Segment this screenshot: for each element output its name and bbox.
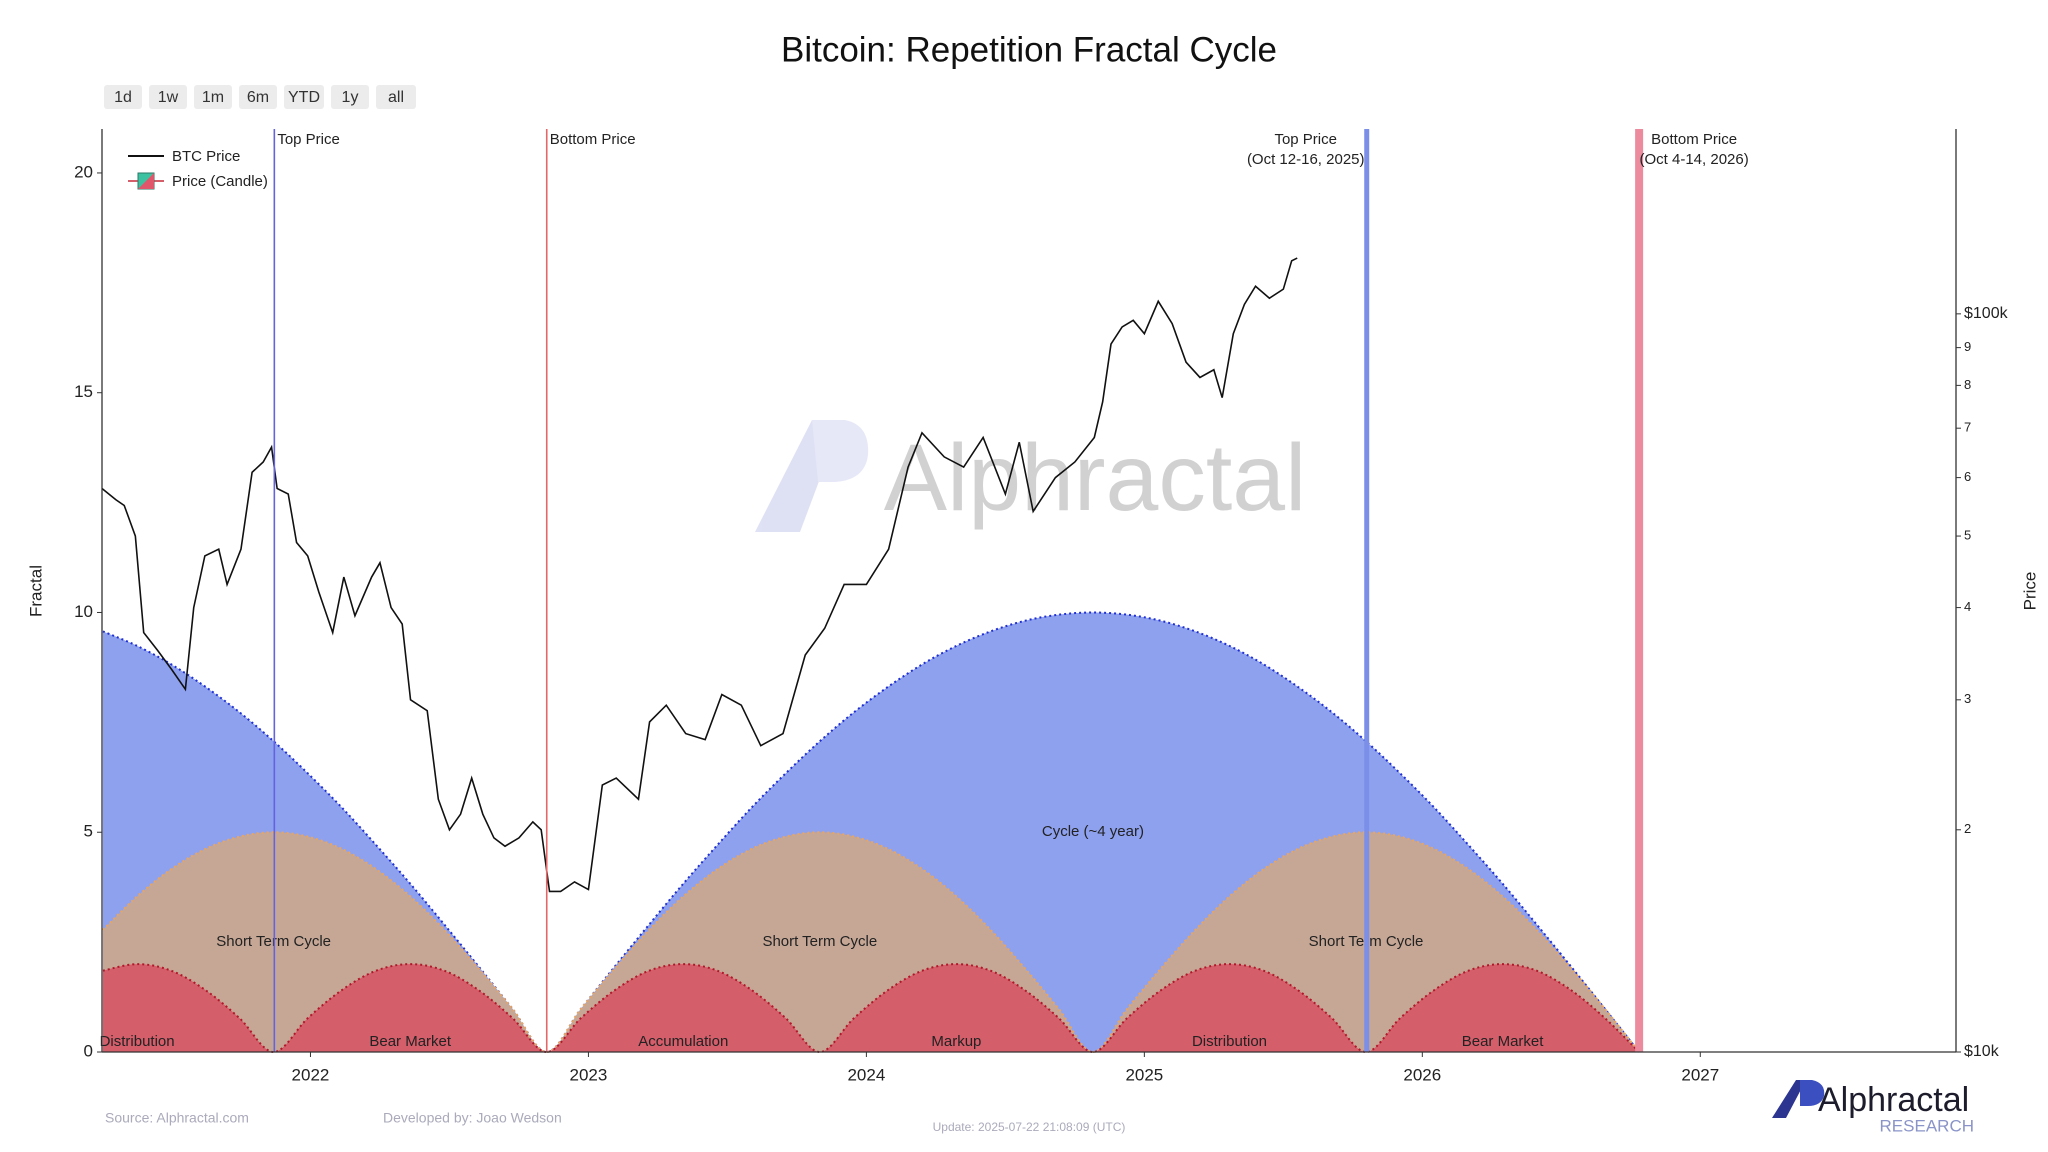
- y-axis-label: Fractal: [26, 565, 45, 617]
- x-tick-label: 2027: [1681, 1065, 1719, 1084]
- watermark-logo: [812, 420, 869, 482]
- marker-label: Top Price: [277, 131, 340, 148]
- legend-label: BTC Price: [172, 148, 240, 165]
- range-button[interactable]: 1y: [331, 85, 369, 109]
- button-label[interactable]: YTD: [288, 89, 320, 106]
- y-tick-label: 20: [74, 162, 93, 181]
- x-tick-label: 2022: [292, 1065, 330, 1084]
- phase-label: Markup: [931, 1033, 981, 1050]
- button-label[interactable]: 1d: [114, 89, 132, 106]
- phase-label: Bear Market: [369, 1033, 452, 1050]
- button-label[interactable]: 1m: [202, 89, 224, 106]
- y2-tick-label: 5: [1964, 527, 1971, 542]
- brand-mark: [1772, 1080, 1806, 1118]
- button-bg[interactable]: [331, 85, 369, 109]
- chart-title: Bitcoin: Repetition Fractal Cycle: [781, 30, 1277, 69]
- cycle-area: [102, 964, 1640, 1052]
- marker-label: Bottom Price: [550, 131, 636, 148]
- watermark-text: Alphractal: [884, 425, 1306, 531]
- y-tick-label: 0: [84, 1041, 93, 1060]
- y2-tick-label: 3: [1964, 691, 1971, 706]
- phase-label: Distribution: [1192, 1033, 1267, 1050]
- footer-source: Source: Alphractal.com: [105, 1110, 249, 1126]
- x-tick-label: 2026: [1403, 1065, 1441, 1084]
- range-button[interactable]: 1m: [194, 85, 232, 109]
- cycle-line: [102, 611, 1640, 1054]
- legend-candle: [138, 173, 154, 189]
- watermark: Alphractal: [755, 420, 1306, 532]
- y2-tick-label: 2: [1964, 821, 1971, 836]
- button-label[interactable]: 1w: [158, 89, 179, 106]
- button-bg[interactable]: [149, 85, 187, 109]
- brand-mark: [1800, 1080, 1825, 1106]
- y2-tick-label: 6: [1964, 469, 1971, 484]
- phase-label: Accumulation: [638, 1033, 728, 1050]
- range-buttons: 1d 1w 1m 6m YTD 1y all: [104, 85, 416, 109]
- marker-sublabel: (Oct 12-16, 2025): [1247, 151, 1365, 168]
- cycle-label: Short Term Cycle: [762, 933, 877, 950]
- button-label[interactable]: all: [388, 89, 404, 106]
- range-button[interactable]: all: [376, 85, 416, 109]
- footer-update: Update: 2025-07-22 21:08:09 (UTC): [933, 1120, 1126, 1134]
- legend-label: Price (Candle): [172, 173, 268, 190]
- phase-label: Bear Market: [1462, 1033, 1545, 1050]
- price-line: [101, 257, 1298, 893]
- y-tick-label: 10: [74, 602, 93, 621]
- y2-axis-label: Price: [2020, 572, 2039, 611]
- range-button[interactable]: 1w: [149, 85, 187, 109]
- footer-developer: Developed by: Joao Wedson: [383, 1110, 562, 1126]
- brand-logo: Alphractal RESEARCH: [1772, 1080, 1974, 1135]
- y-tick-label: 15: [74, 382, 93, 401]
- y2-tick-label: $10k: [1964, 1043, 2000, 1060]
- y2-tick-label: 9: [1964, 339, 1971, 354]
- marker-sublabel: (Oct 4-14, 2026): [1640, 151, 1749, 168]
- button-bg[interactable]: [194, 85, 232, 109]
- range-button[interactable]: 1d: [104, 85, 142, 109]
- button-bg[interactable]: [376, 85, 416, 109]
- y2-tick-label: 7: [1964, 420, 1971, 435]
- marker-label: Top Price: [1274, 131, 1337, 148]
- button-label[interactable]: 1y: [342, 89, 359, 106]
- button-label[interactable]: 6m: [247, 89, 269, 106]
- cycle-label: Cycle (~4 year): [1042, 823, 1144, 840]
- y2-tick-label: $100k: [1964, 305, 2009, 322]
- marker-label: Bottom Price: [1651, 131, 1737, 148]
- button-bg[interactable]: [284, 85, 324, 109]
- range-button[interactable]: 6m: [239, 85, 277, 109]
- watermark-logo: [755, 420, 842, 532]
- y2-tick-label: 8: [1964, 377, 1971, 392]
- y-tick-label: 5: [84, 822, 93, 841]
- button-bg[interactable]: [239, 85, 277, 109]
- x-tick-label: 2024: [847, 1065, 885, 1084]
- brand-sub: RESEARCH: [1880, 1116, 1974, 1135]
- x-tick-label: 2025: [1125, 1065, 1163, 1084]
- y2-tick-label: 4: [1964, 599, 1971, 614]
- button-bg[interactable]: [104, 85, 142, 109]
- range-button[interactable]: YTD: [284, 85, 324, 109]
- cycle-line: [102, 963, 1640, 1054]
- phase-label: Distribution: [100, 1033, 175, 1050]
- brand-name: Alphractal: [1818, 1081, 1969, 1119]
- x-tick-label: 2023: [570, 1065, 608, 1084]
